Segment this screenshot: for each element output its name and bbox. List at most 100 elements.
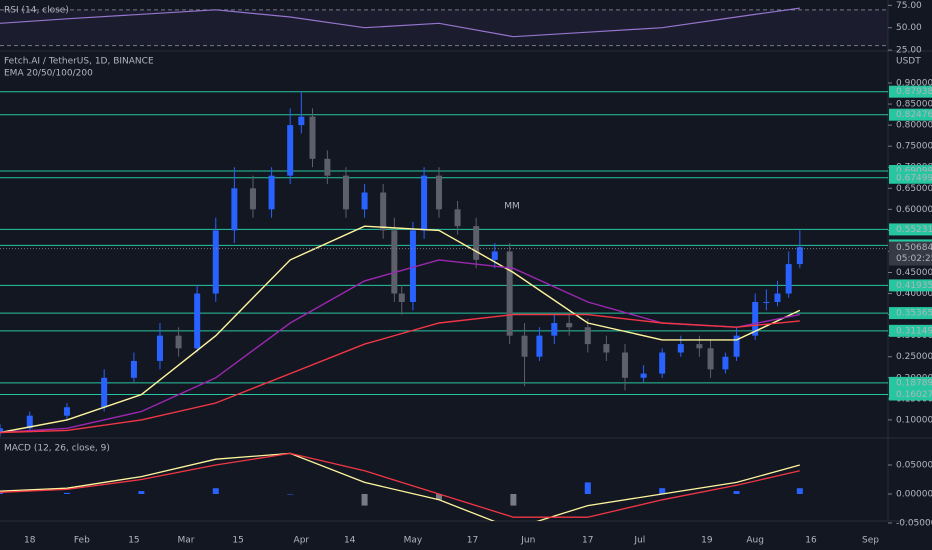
y-tick-label: 0.80000 xyxy=(896,121,932,131)
level-label: 0.67499 xyxy=(896,173,932,183)
histogram-bar xyxy=(287,493,294,495)
y-tick-label: 75.00 xyxy=(896,1,922,11)
y-tick-label: 0.75000 xyxy=(896,142,932,152)
histogram-bar xyxy=(796,488,803,494)
y-tick-label: 25.00 xyxy=(896,46,922,56)
candle-body xyxy=(473,226,480,260)
x-tick-label: May xyxy=(404,536,423,546)
candle-body xyxy=(621,352,628,378)
candle-body xyxy=(506,251,513,336)
candle-body xyxy=(566,323,573,328)
candle-body xyxy=(409,230,416,302)
x-tick-label: Apr xyxy=(294,536,310,546)
candle-body xyxy=(696,344,703,349)
macd-line xyxy=(0,452,800,521)
candle-body xyxy=(380,192,387,231)
level-label-box xyxy=(889,85,932,98)
candle-body xyxy=(298,116,305,126)
pane xyxy=(0,91,888,437)
x-tick-label: 19 xyxy=(701,536,713,546)
candle-body xyxy=(212,230,219,294)
candle-body xyxy=(231,188,238,231)
candle-body xyxy=(101,377,108,408)
histogram-bar xyxy=(510,493,517,506)
histogram-bar xyxy=(659,488,666,494)
level-label-box xyxy=(889,171,932,184)
signal-line xyxy=(0,452,800,518)
pane xyxy=(0,7,888,47)
candle-body xyxy=(130,360,137,378)
ema-line xyxy=(0,313,800,434)
candle-body xyxy=(26,415,33,429)
level-label-box xyxy=(889,324,932,337)
x-tick-label: 15 xyxy=(128,536,139,546)
y-tick-label: 0.85000 xyxy=(896,100,932,110)
candle-body xyxy=(194,293,201,349)
countdown: 05:02:25 xyxy=(896,254,932,264)
candle-body xyxy=(391,230,398,294)
x-tick-label: Feb xyxy=(74,536,90,546)
candle-body xyxy=(342,175,349,210)
pane xyxy=(0,452,803,521)
candle-body xyxy=(324,158,331,176)
candle-body xyxy=(640,373,647,378)
y-tick-label: 0.45000 xyxy=(896,268,932,278)
y-tick-label: 0.05000 xyxy=(896,461,932,471)
level-label: 0.41935 xyxy=(896,281,932,291)
level-label: 0.16027 xyxy=(896,390,932,400)
ema-line xyxy=(0,225,801,434)
candle-body xyxy=(785,264,792,294)
histogram-bar xyxy=(212,488,219,494)
y-tick-label: 0.60000 xyxy=(896,205,932,215)
candle-body xyxy=(551,323,558,336)
candle-body xyxy=(435,175,442,210)
candle-body xyxy=(175,335,182,349)
level-label-box xyxy=(889,108,932,121)
level-label-box xyxy=(889,307,932,320)
candle-body xyxy=(796,247,803,265)
histogram-bar xyxy=(0,492,3,494)
candle-body xyxy=(491,251,498,260)
candle-body xyxy=(398,293,405,302)
level-label: 0.55231 xyxy=(896,225,932,235)
y-tick-label: 50.00 xyxy=(896,23,922,33)
level-label: 0.35365 xyxy=(896,309,932,319)
candle-body xyxy=(521,335,528,357)
histogram-bar xyxy=(63,492,70,494)
y-tick-label: 0.00000 xyxy=(896,489,932,499)
watermark: MM xyxy=(504,202,520,212)
x-tick-label: 15 xyxy=(232,536,243,546)
candle-body xyxy=(454,209,461,227)
histogram-bar xyxy=(733,491,740,494)
last-price-box xyxy=(889,241,932,266)
level-label: 0.69099 xyxy=(896,167,932,177)
candle-body xyxy=(156,335,163,361)
y-tick-label: 0.65000 xyxy=(896,184,932,194)
y-tick-label: 0.10000 xyxy=(896,415,932,425)
level-label-box xyxy=(889,376,932,389)
x-tick-label: Mar xyxy=(178,536,195,546)
candle-body xyxy=(722,356,729,370)
last-price-label: 0.50684 xyxy=(896,243,932,253)
x-tick-label: 16 xyxy=(805,536,817,546)
candle-body xyxy=(268,175,275,210)
candle-body xyxy=(421,175,428,231)
x-tick-label: 14 xyxy=(344,536,356,546)
candle-body xyxy=(677,344,684,353)
candle-body xyxy=(707,348,714,370)
y-tick-label: 0.90000 xyxy=(896,79,932,89)
pane-title: Fetch.AI / TetherUS, 1D, BINANCE xyxy=(4,57,154,67)
rsi-line xyxy=(0,7,800,38)
level-label: 0.82476 xyxy=(896,110,932,120)
candle-body xyxy=(584,327,591,345)
candle-body xyxy=(0,428,3,433)
x-tick-label: Jul xyxy=(633,536,645,546)
histogram-bar xyxy=(435,493,442,500)
candle-body xyxy=(361,192,368,210)
unit: USDT xyxy=(896,57,921,67)
candle-body xyxy=(63,407,70,416)
candle-body xyxy=(763,301,770,303)
candle-body xyxy=(249,188,256,210)
